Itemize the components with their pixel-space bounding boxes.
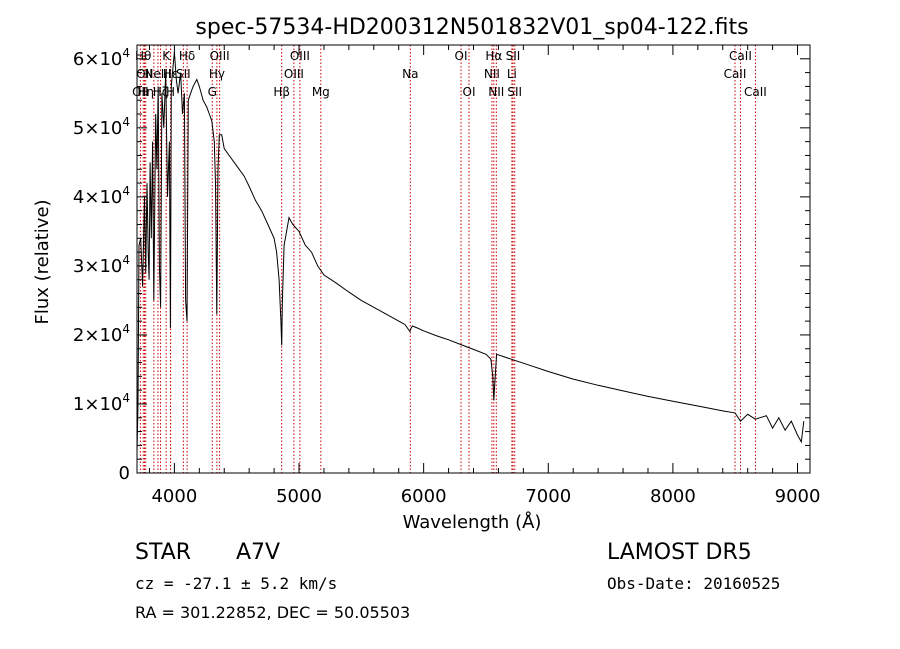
- line-marker-label: OIII: [210, 49, 230, 63]
- observation-date: Obs-Date: 20160525: [607, 574, 781, 593]
- line-marker-label: H: [166, 85, 175, 99]
- x-axis-label: Wavelength (Å): [403, 511, 542, 533]
- y-tick-label: 3×104: [73, 253, 130, 277]
- line-marker-label: K: [162, 49, 171, 63]
- line-marker-label: Hθ: [135, 49, 151, 63]
- line-marker-label: OIII: [290, 49, 310, 63]
- line-marker-label: Hη: [137, 85, 154, 99]
- line-marker-label: Hδ: [179, 49, 195, 63]
- line-marker-label: G: [208, 85, 217, 99]
- spectrum-series-line: [136, 51, 805, 453]
- x-tick-label: 4000: [151, 486, 197, 507]
- line-marker-label: Hε: [163, 67, 179, 81]
- line-marker-label: Na: [402, 67, 418, 81]
- line-marker-label: NeIII: [144, 67, 171, 81]
- y-tick-label: 1×104: [73, 391, 130, 415]
- line-marker-label: SII: [506, 49, 521, 63]
- line-marker-label: CaII: [724, 67, 747, 81]
- object-subclass: A7V: [236, 540, 281, 565]
- survey-name: LAMOST DR5: [607, 540, 752, 565]
- line-marker-label: NII: [484, 67, 500, 81]
- y-axis-label: Flux (relative): [32, 199, 53, 324]
- line-marker-label: CaII: [744, 85, 767, 99]
- y-tick-label: 2×104: [73, 322, 130, 346]
- line-marker-label: OII: [136, 67, 153, 81]
- line-marker-label: OI: [463, 85, 476, 99]
- line-marker-label: NII: [488, 85, 504, 99]
- line-marker-label: OIII: [284, 67, 304, 81]
- line-marker-label: CaII: [729, 49, 752, 63]
- line-marker-label: Hγ: [209, 67, 225, 81]
- line-marker-label: Li: [507, 67, 517, 81]
- line-marker-label: SII: [507, 85, 522, 99]
- object-class: STAR: [135, 540, 192, 565]
- x-axis-ticks: 4000 5000 6000 7000 8000 9000: [148, 45, 821, 507]
- redshift-velocity: cz = -27.1 ± 5.2 km/s: [135, 574, 338, 593]
- y-tick-label: 4×104: [73, 184, 130, 208]
- line-marker-label: Hα: [485, 49, 502, 63]
- x-tick-label: 5000: [276, 486, 322, 507]
- x-tick-label: 8000: [650, 486, 696, 507]
- line-marker-label: Hβ: [273, 85, 290, 99]
- y-axis-ticks: 0 1×104 2×104 3×104 4×104 5×104 6×104: [73, 46, 810, 484]
- line-marker-label: SII: [176, 67, 191, 81]
- line-marker-labels: OIIHθOIIHηNeIIIHζKHHεSIIHδGHγOIIIHβOIIIO…: [132, 49, 767, 99]
- y-tick-label: 0: [119, 463, 130, 484]
- y-tick-label: 6×104: [73, 46, 130, 70]
- plot-frame: [136, 44, 811, 474]
- line-marker-label: Mg: [312, 85, 330, 99]
- x-tick-label: 9000: [775, 486, 821, 507]
- sky-coordinates: RA = 301.22852, DEC = 50.05503: [135, 603, 411, 622]
- y-tick-label: 5×104: [73, 115, 130, 139]
- line-marker-label: OI: [455, 49, 468, 63]
- spectrum-chart: spec-57534-HD200312N501832V01_sp04-122.f…: [32, 15, 821, 533]
- x-tick-label: 6000: [401, 486, 447, 507]
- x-tick-label: 7000: [525, 486, 571, 507]
- line-marker-label: OII: [132, 85, 149, 99]
- emission-line-markers: [139, 45, 756, 473]
- chart-title: spec-57534-HD200312N501832V01_sp04-122.f…: [195, 15, 748, 40]
